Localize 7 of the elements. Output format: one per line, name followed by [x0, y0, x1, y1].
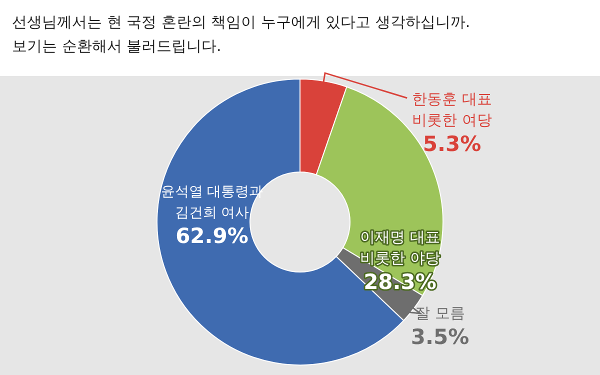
chart-title: 선생님께서는 현 국정 혼란의 책임이 누구에게 있다고 생각하십니까. 보기는 순환해서 불러드립니다.	[12, 13, 470, 55]
data-label: 28.3%	[364, 270, 436, 294]
data-label: 62.9%	[176, 224, 248, 248]
slice-label: 잘 모름	[415, 304, 465, 322]
data-label: 5.3%	[422, 132, 482, 156]
data-label: 3.5%	[410, 325, 470, 349]
slice-label: 한동훈 대표 비롯한 여당	[412, 90, 492, 129]
